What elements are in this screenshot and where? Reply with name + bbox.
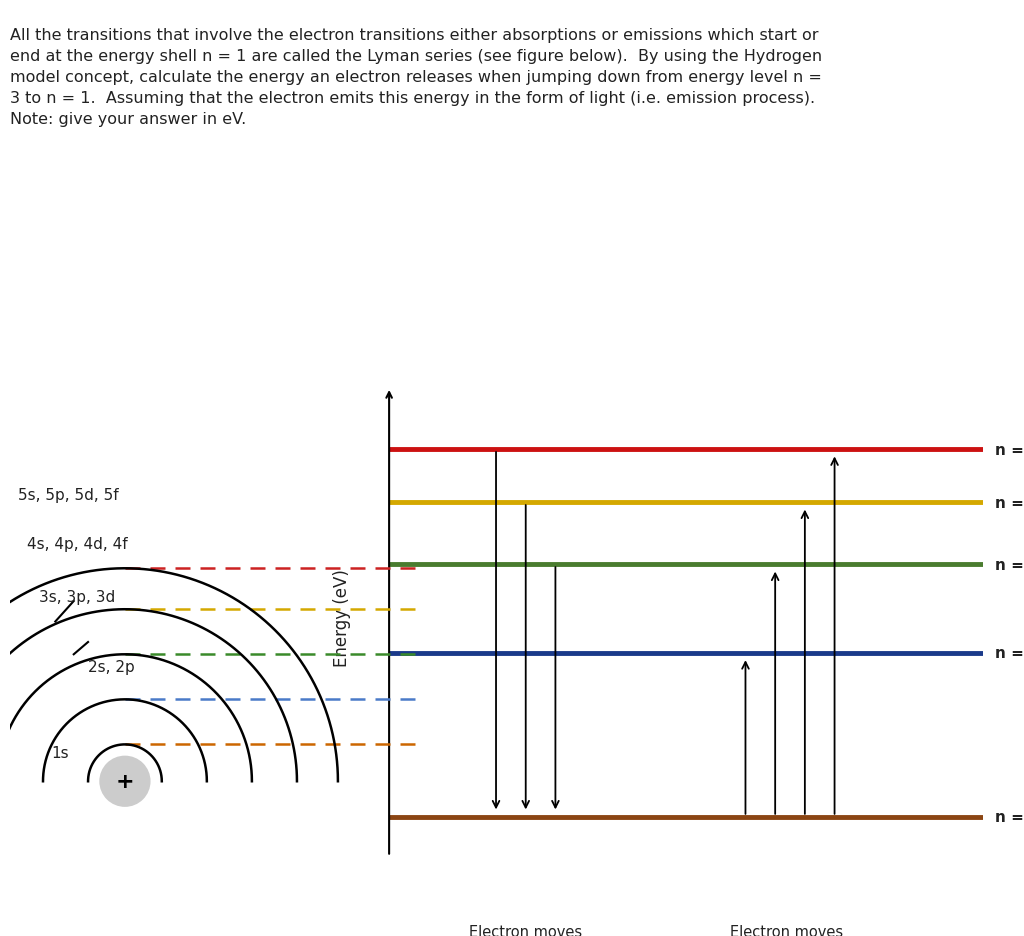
- Text: 1s: 1s: [51, 745, 69, 760]
- Text: n = 3: n = 3: [995, 557, 1024, 572]
- Circle shape: [100, 757, 150, 806]
- Text: 2s, 2p: 2s, 2p: [88, 659, 135, 674]
- Text: 3s, 3p, 3d: 3s, 3p, 3d: [39, 590, 115, 605]
- Text: Electron moves
to higher energy
as light is absorbed
(i.e. Absorption): Electron moves to higher energy as light…: [454, 925, 598, 936]
- Text: n = 5: n = 5: [995, 442, 1024, 457]
- Text: n = 4: n = 4: [995, 495, 1024, 510]
- Text: n = 1: n = 1: [995, 810, 1024, 825]
- Text: Electron moves
to lower energy
as light is emitted
(i.e. Emission): Electron moves to lower energy as light …: [721, 925, 853, 936]
- Text: Energy (eV): Energy (eV): [333, 569, 350, 666]
- Text: n = 2: n = 2: [995, 646, 1024, 661]
- Text: All the transitions that involve the electron transitions either absorptions or : All the transitions that involve the ele…: [10, 28, 822, 127]
- Text: 4s, 4p, 4d, 4f: 4s, 4p, 4d, 4f: [27, 536, 127, 551]
- Text: 5s, 5p, 5d, 5f: 5s, 5p, 5d, 5f: [18, 488, 119, 503]
- Text: +: +: [116, 771, 134, 792]
